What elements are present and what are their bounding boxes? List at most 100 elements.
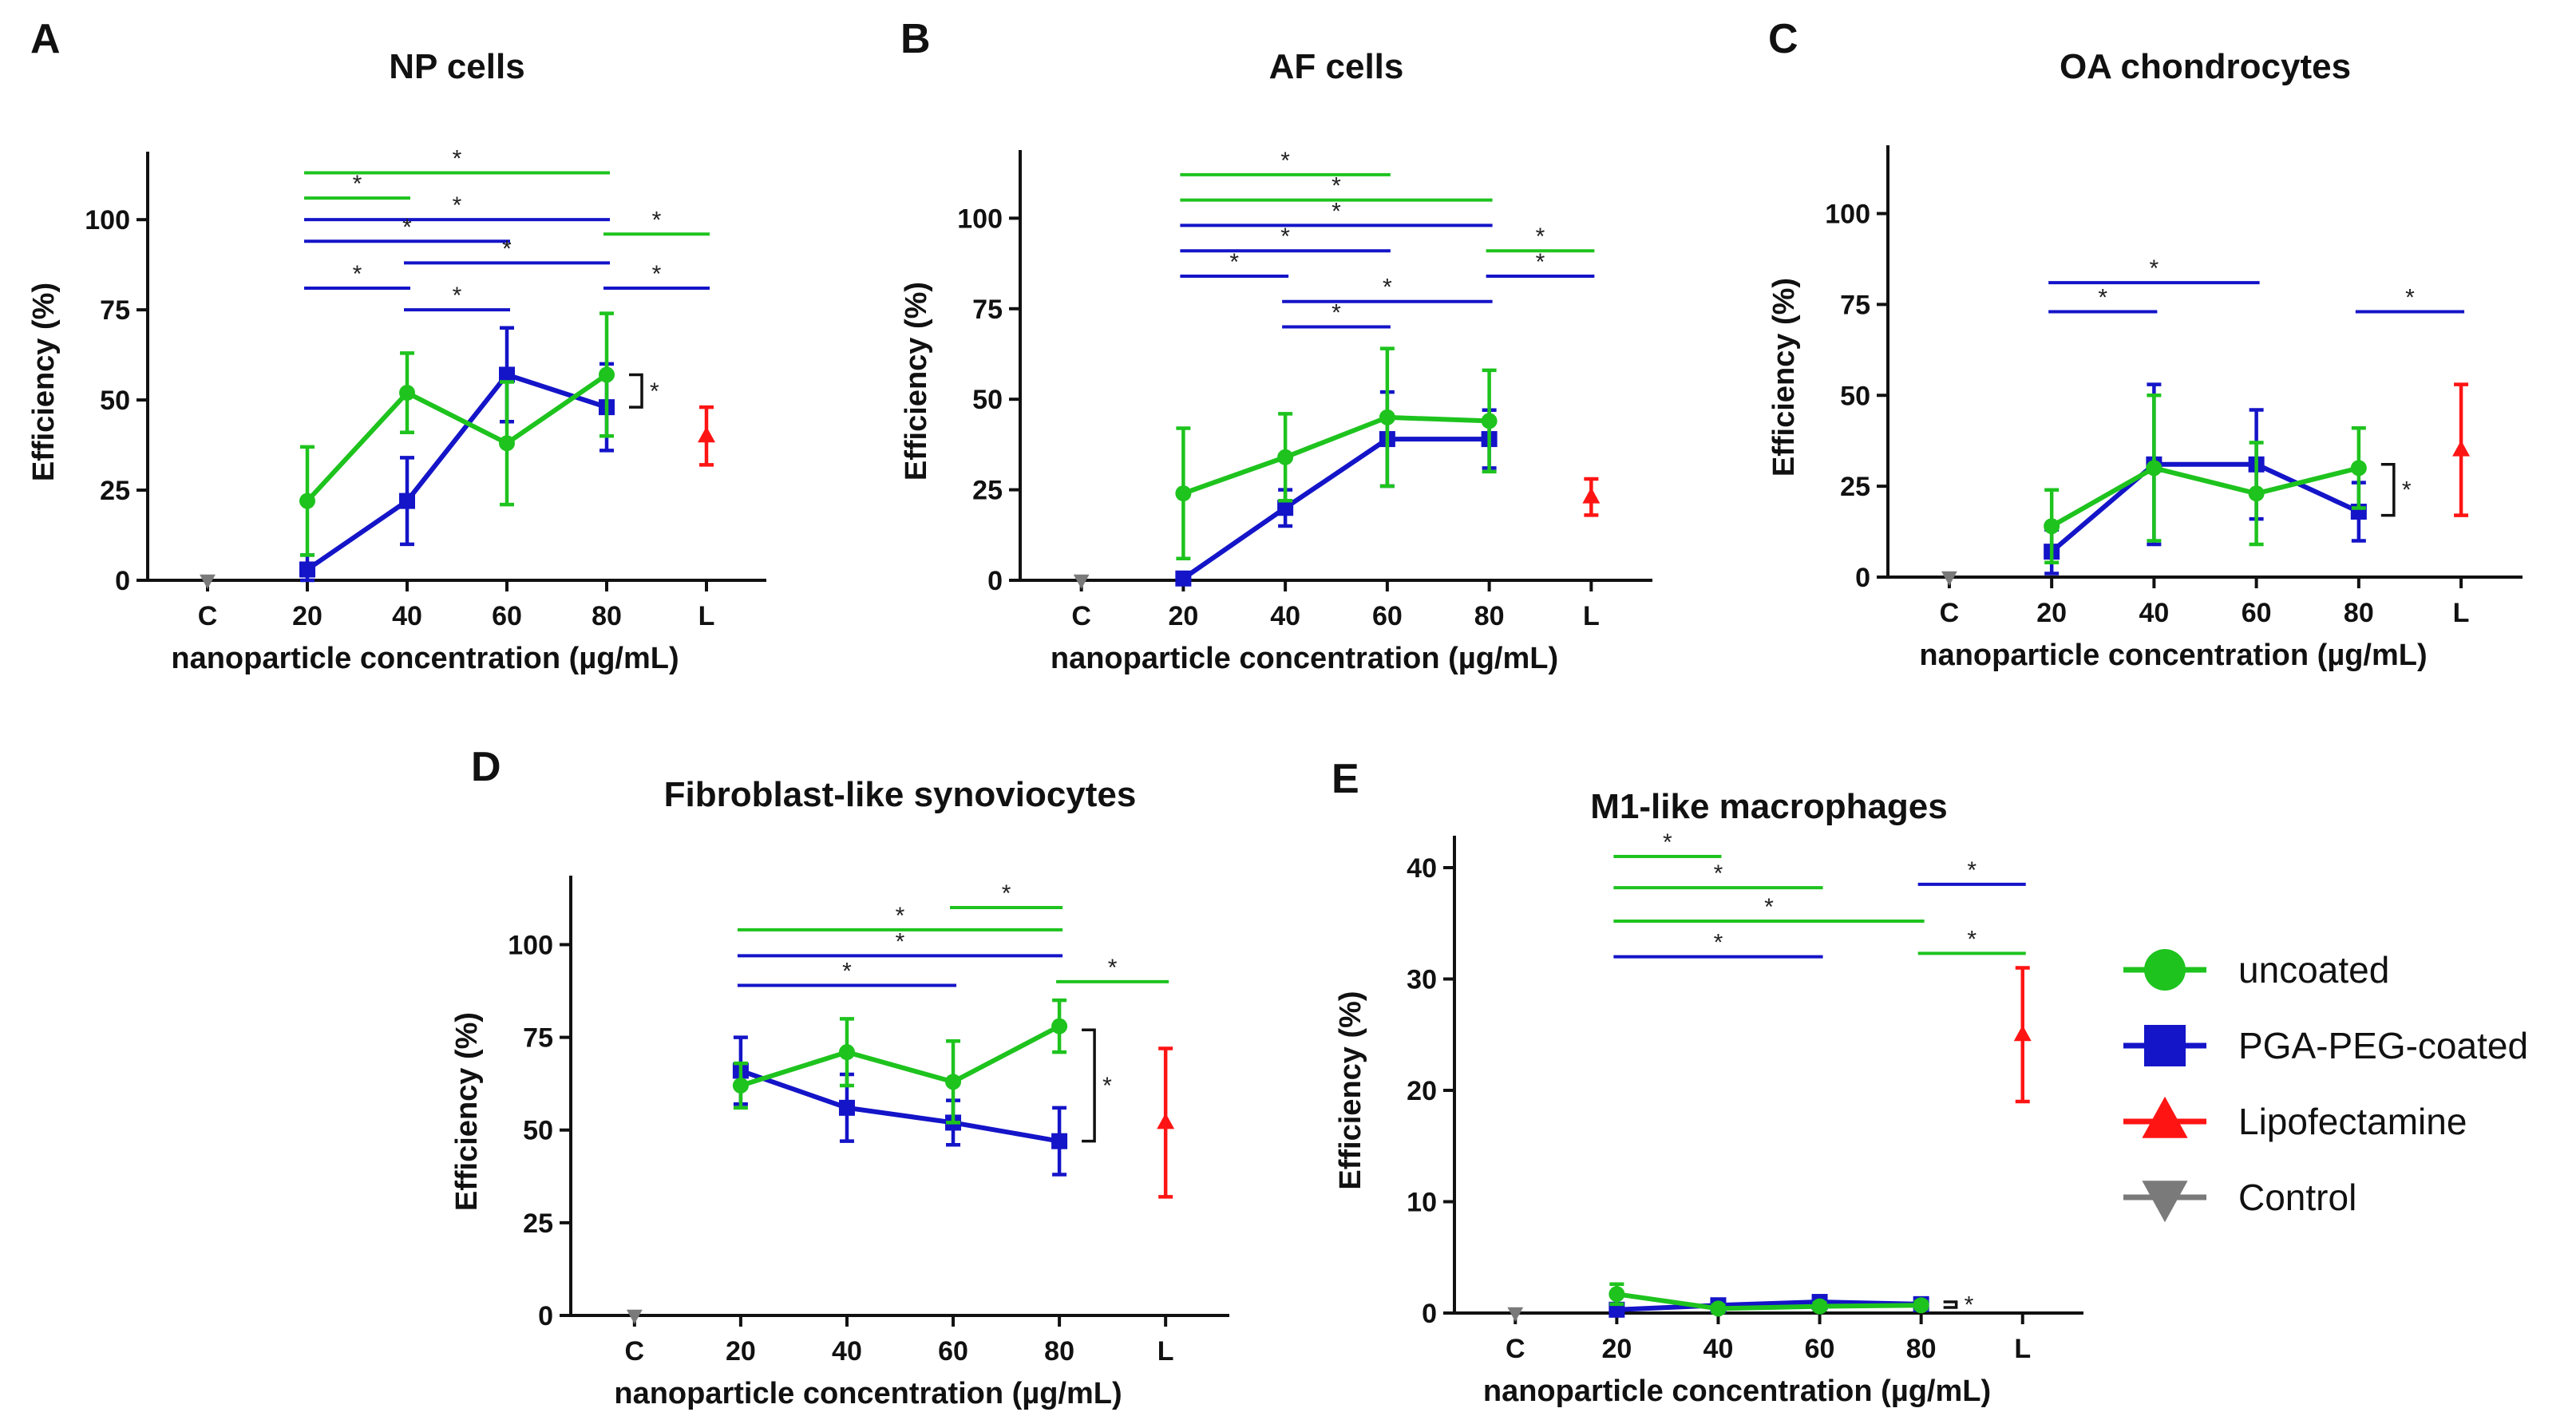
x-tick-label: 20 <box>1168 601 1198 631</box>
significance-star: * <box>2098 285 2107 311</box>
x-axis-label: nanoparticle concentration (µg/mL) <box>171 642 679 675</box>
significance-star: * <box>1764 894 1774 920</box>
y-tick-label: 100 <box>957 204 1003 234</box>
x-tick-label: C <box>198 601 218 631</box>
significance-star: * <box>1229 249 1239 275</box>
data-point <box>1175 485 1192 502</box>
data-point <box>299 561 315 578</box>
x-tick-label: 60 <box>2242 598 2272 628</box>
y-axis-label: Efficiency (%) <box>900 282 933 481</box>
y-tick-label: 75 <box>100 295 130 326</box>
significance-star: * <box>353 261 362 287</box>
x-tick-label: 20 <box>1601 1334 1632 1364</box>
significance-star: * <box>1967 926 1977 952</box>
significance-star: * <box>842 959 852 985</box>
data-point <box>2044 518 2060 535</box>
x-tick-label: 60 <box>1372 601 1403 631</box>
x-tick-label: 60 <box>1805 1334 1835 1364</box>
y-tick-label: 25 <box>972 476 1003 506</box>
data-point <box>1710 1300 1727 1317</box>
series-line <box>740 1023 1061 1088</box>
significance-star: * <box>1383 275 1392 301</box>
legend-item-pga-peg: PGA-PEG-coated <box>2123 1025 2528 1066</box>
x-tick-label: C <box>1940 598 1960 628</box>
panel-d: D Fibroblast-like synoviocytes 0 25 50 75 100 C… <box>450 744 1229 1410</box>
legend-item-control: Control <box>2123 1177 2356 1223</box>
y-tick-label: 0 <box>1855 563 1870 593</box>
x-tick-label: C <box>625 1336 645 1367</box>
series-uncoated <box>2044 394 2367 565</box>
y-tick-label: 25 <box>1840 472 1870 502</box>
x-tick-label: 60 <box>938 1336 968 1367</box>
y-tick-label: 100 <box>508 930 553 960</box>
y-tick-label: 50 <box>972 385 1003 415</box>
x-tick-label: 20 <box>726 1336 756 1367</box>
comparison-bracket <box>629 373 643 409</box>
significance-star: * <box>652 207 662 233</box>
significance-star: * <box>2405 285 2415 311</box>
series-line <box>305 372 608 503</box>
significance-star: * <box>1332 198 1341 224</box>
significance-star: * <box>652 261 662 287</box>
data-point <box>698 426 715 443</box>
data-point <box>2013 1025 2032 1042</box>
legend-item-uncoated: uncoated <box>2123 949 2389 991</box>
significance-star: * <box>353 171 362 197</box>
data-point <box>1481 413 1498 429</box>
y-tick-label: 50 <box>100 386 130 416</box>
significance-star: * <box>453 283 462 309</box>
data-point <box>399 492 415 509</box>
series-control <box>626 1309 643 1324</box>
panel-letter: A <box>30 16 61 62</box>
series-uncoated <box>1175 346 1498 561</box>
bracket-star: * <box>2402 477 2412 504</box>
series-line <box>1616 1291 1921 1311</box>
x-tick-label: 40 <box>2139 598 2169 628</box>
data-point <box>2248 485 2265 502</box>
significance-star: * <box>1280 148 1290 174</box>
y-tick-label: 10 <box>1407 1188 1437 1218</box>
significance-star: * <box>1108 955 1118 981</box>
legend-marker <box>2144 1025 2186 1066</box>
data-point <box>2146 460 2162 477</box>
y-tick-label: 30 <box>1407 965 1437 995</box>
data-point <box>945 1074 962 1090</box>
panel-c: C OA chondrocytes 0 25 50 75 100 C 20 40 60 80 Lnano… <box>1767 16 2523 672</box>
chart-title: M1-like macrophages <box>1590 787 1948 826</box>
data-point <box>838 1044 855 1061</box>
comparison-bracket <box>1082 1028 1096 1143</box>
data-point <box>1051 1018 1068 1034</box>
data-point <box>1051 1133 1068 1149</box>
panel-letter: C <box>1768 16 1798 62</box>
data-point <box>299 492 315 509</box>
data-point <box>499 435 515 452</box>
x-tick-label: C <box>1071 601 1091 631</box>
series-line <box>1616 1299 1921 1312</box>
x-tick-label: 60 <box>492 601 522 631</box>
significance-star: * <box>453 145 462 172</box>
data-point <box>1811 1298 1828 1315</box>
data-point <box>1913 1297 1929 1314</box>
y-tick-label: 0 <box>115 566 130 596</box>
significance-star: * <box>1714 860 1723 887</box>
x-tick-label: 80 <box>2344 598 2374 628</box>
y-tick-label: 0 <box>1422 1299 1437 1329</box>
x-tick-label: L <box>2453 598 2470 628</box>
chart-title: OA chondrocytes <box>2060 47 2351 86</box>
data-point <box>2452 440 2471 457</box>
data-point <box>732 1077 749 1094</box>
significance-star: * <box>402 214 412 240</box>
data-point <box>626 1309 643 1324</box>
series-control <box>200 574 216 589</box>
comparison-bracket <box>2380 463 2396 517</box>
series-lipofectamine <box>2452 382 2471 517</box>
significance-star: * <box>1967 857 1977 884</box>
series-line <box>1181 437 1490 581</box>
significance-star: * <box>1332 299 1341 326</box>
data-point <box>1582 487 1601 504</box>
significance-star: * <box>1332 173 1341 200</box>
data-point <box>599 366 615 383</box>
data-point <box>1379 409 1395 425</box>
y-axis-label: Efficiency (%) <box>1767 278 1801 477</box>
x-tick-label: 80 <box>1044 1336 1074 1367</box>
